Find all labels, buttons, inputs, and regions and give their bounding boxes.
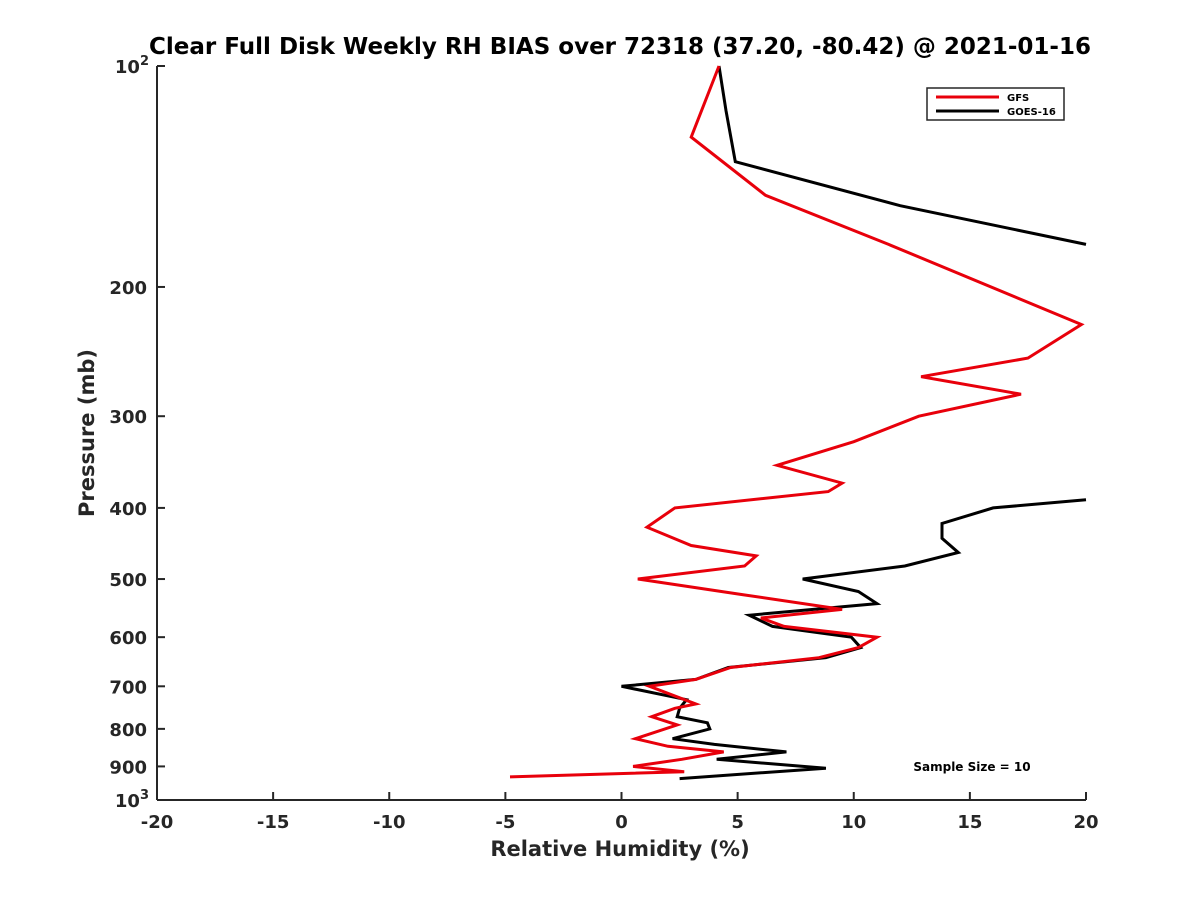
series-layer bbox=[509, 65, 1087, 781]
x-tick-label: -15 bbox=[257, 812, 290, 833]
legend: GFS GOES-16 bbox=[926, 87, 1065, 121]
y-tick-label: 600 bbox=[109, 628, 147, 649]
sample-size-annotation: Sample Size = 10 bbox=[913, 760, 1030, 774]
legend-label: GOES-16 bbox=[1007, 107, 1056, 118]
y-tick-label: 900 bbox=[109, 757, 147, 778]
legend-box bbox=[926, 87, 1065, 121]
axes: -20 -15 -10 -5 0 5 10 15 20102200300400500600700… bbox=[109, 54, 1098, 833]
series-line-gfs bbox=[509, 65, 1085, 779]
y-tick-label: 103 bbox=[115, 788, 149, 812]
x-tick-label: 0 bbox=[615, 812, 628, 833]
y-tick-label: 300 bbox=[109, 407, 147, 428]
y-tick-label: 200 bbox=[109, 278, 147, 299]
x-tick-label: -10 bbox=[373, 812, 406, 833]
y-tick-label: 800 bbox=[109, 720, 147, 741]
y-tick-label: 500 bbox=[109, 570, 147, 591]
y-axis-label: Pressure (mb) bbox=[75, 349, 99, 517]
y-tick-exponent: 3 bbox=[140, 788, 149, 803]
y-tick-label: 700 bbox=[109, 677, 147, 698]
legend-label: GFS bbox=[1007, 93, 1029, 104]
y-tick-label: 400 bbox=[109, 499, 147, 520]
x-tick-label: -5 bbox=[495, 812, 515, 833]
x-tick-label: 5 bbox=[731, 812, 744, 833]
x-tick-label: -20 bbox=[141, 812, 174, 833]
chart-title: Clear Full Disk Weekly RH BIAS over 7231… bbox=[149, 34, 1091, 60]
y-tick-exponent: 2 bbox=[140, 54, 149, 69]
x-tick-label: 20 bbox=[1073, 812, 1098, 833]
x-tick-label: 15 bbox=[957, 812, 982, 833]
x-axis-label: Relative Humidity (%) bbox=[490, 837, 749, 861]
y-tick-label: 102 bbox=[115, 54, 149, 78]
x-tick-label: 10 bbox=[841, 812, 866, 833]
y-tick-base: 10 bbox=[115, 791, 140, 812]
y-tick-base: 10 bbox=[115, 57, 140, 78]
